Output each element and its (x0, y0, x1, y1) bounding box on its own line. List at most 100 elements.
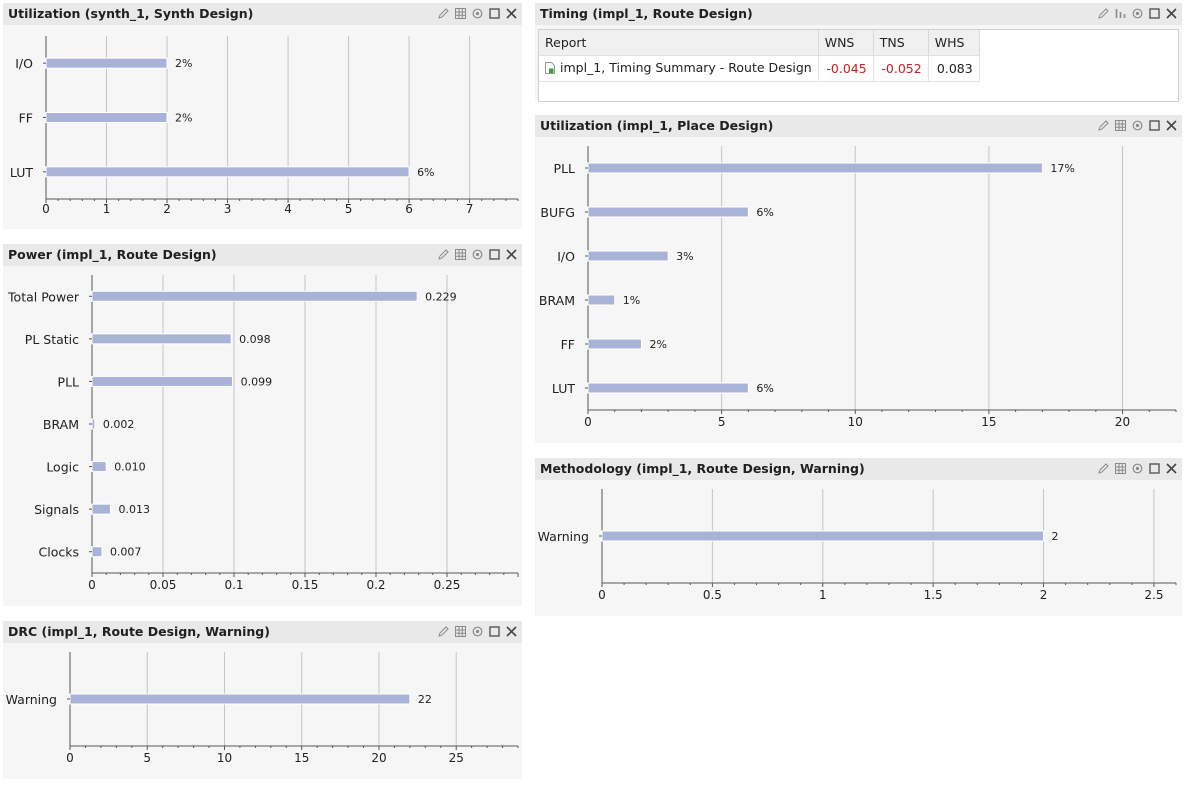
report-file-icon (545, 62, 555, 77)
column-header-tns[interactable]: TNS (873, 30, 929, 56)
x-tick-label: 0.05 (150, 578, 177, 592)
bar-value-label: 6% (417, 166, 434, 179)
maximize-icon[interactable] (487, 624, 501, 639)
maximize-icon[interactable] (1147, 461, 1161, 476)
x-tick-label: 2 (1040, 588, 1048, 602)
x-tick-label: 15 (981, 415, 996, 429)
panel-toolbar (436, 247, 518, 262)
grid-icon[interactable] (1113, 461, 1127, 476)
gear-icon[interactable] (470, 6, 484, 21)
bar-value-label: 6% (756, 382, 773, 395)
x-tick-label: 0.15 (292, 578, 319, 592)
maximize-icon[interactable] (487, 6, 501, 21)
pencil-icon[interactable] (436, 624, 450, 639)
x-tick-label: 0.2 (366, 578, 385, 592)
gear-icon[interactable] (1130, 118, 1144, 133)
bar (45, 57, 168, 69)
panel-title: Utilization (synth_1, Synth Design) (8, 6, 254, 21)
x-tick-label: 10 (848, 415, 863, 429)
gear-icon[interactable] (470, 247, 484, 262)
close-icon[interactable] (1164, 118, 1178, 133)
bar (587, 250, 669, 262)
power-panel: Power (impl_1, Route Design) 0 0.05 0.1 0.1… (3, 244, 522, 606)
methodology-chart: 0 0.5 1 1.5 2 2.5 2 Warning (538, 489, 1177, 602)
table-header-row: Report WNS TNS WHS (539, 30, 980, 56)
x-tick-label: 0 (66, 751, 74, 765)
x-tick-label: 5 (143, 751, 151, 765)
tns-value: -0.052 (873, 55, 929, 82)
bar (587, 382, 749, 394)
bar (587, 206, 749, 218)
maximize-icon[interactable] (1147, 6, 1161, 21)
bar-value-label: 2% (175, 57, 192, 70)
util-synth-chart: 0 1 2 3 4 5 6 7 2% I/O 2% FF 6% LUT (10, 36, 519, 216)
close-icon[interactable] (504, 247, 518, 262)
timing-panel: Timing (impl_1, Route Design) Report WNS… (535, 3, 1182, 102)
panel-header: Utilization (impl_1, Place Design) (535, 115, 1182, 137)
close-icon[interactable] (504, 6, 518, 21)
bar-value-label: 0.013 (118, 503, 149, 516)
maximize-icon[interactable] (1147, 118, 1161, 133)
category-label: PLL (58, 374, 80, 389)
pencil-icon[interactable] (436, 6, 450, 21)
bar-value-label: 17% (1050, 162, 1074, 175)
category-label: Logic (46, 460, 79, 475)
column-header-wns[interactable]: WNS (818, 30, 874, 56)
category-label: LUT (10, 165, 33, 180)
x-tick-label: 3 (224, 202, 232, 216)
bar-value-label: 2% (649, 338, 666, 351)
bar (587, 294, 616, 306)
x-tick-label: 7 (466, 202, 474, 216)
bar-value-label: 3% (676, 250, 693, 263)
panel-title: Methodology (impl_1, Route Design, Warni… (540, 461, 865, 476)
gear-icon[interactable] (1130, 461, 1144, 476)
x-tick-label: 4 (284, 202, 292, 216)
report-cell[interactable]: impl_1, Timing Summary - Route Design (539, 55, 819, 82)
panel-toolbar (436, 624, 518, 639)
bar-chart-icon[interactable] (1113, 6, 1127, 21)
category-label: Warning (6, 692, 57, 707)
bar (91, 290, 418, 302)
panel-title: Power (impl_1, Route Design) (8, 247, 217, 262)
bar-value-label: 0.099 (241, 375, 273, 388)
x-tick-label: 0 (584, 415, 592, 429)
grid-icon[interactable] (1113, 118, 1127, 133)
report-name: impl_1, Timing Summary - Route Design (560, 60, 812, 75)
pencil-icon[interactable] (436, 247, 450, 262)
util-place-chart: 0 5 10 15 20 17% PLL 6% BUFG 3% I/O 1% BRAM 2% FF 6% LUT (539, 146, 1177, 429)
grid-icon[interactable] (453, 624, 467, 639)
bar (45, 112, 168, 123)
panel-toolbar (1096, 118, 1178, 133)
grid-icon[interactable] (453, 6, 467, 21)
x-tick-label: 15 (294, 751, 309, 765)
grid-icon[interactable] (453, 247, 467, 262)
bar (91, 461, 107, 473)
pencil-icon[interactable] (1096, 6, 1110, 21)
bar (45, 166, 410, 178)
x-tick-label: 0 (598, 588, 606, 602)
util-place-panel: Utilization (impl_1, Place Design) 0 5 10 1… (535, 115, 1182, 443)
maximize-icon[interactable] (487, 247, 501, 262)
bar-value-label: 0.002 (103, 418, 135, 431)
x-tick-label: 5 (718, 415, 726, 429)
bar-value-label: 0.098 (239, 333, 271, 346)
bar (587, 162, 1043, 174)
x-tick-label: 6 (405, 202, 413, 216)
x-tick-label: 0.25 (434, 578, 461, 592)
pencil-icon[interactable] (1096, 461, 1110, 476)
timing-table: Report WNS TNS WHS impl_1, Timing Summar… (538, 29, 1179, 102)
gear-icon[interactable] (1130, 6, 1144, 21)
x-tick-label: 2 (163, 202, 171, 216)
close-icon[interactable] (1164, 6, 1178, 21)
bar-value-label: 2% (175, 112, 192, 125)
bar (91, 418, 96, 430)
gear-icon[interactable] (470, 624, 484, 639)
close-icon[interactable] (1164, 461, 1178, 476)
bar (91, 503, 111, 515)
close-icon[interactable] (504, 624, 518, 639)
column-header-report[interactable]: Report (539, 30, 819, 56)
x-tick-label: 1 (103, 202, 111, 216)
pencil-icon[interactable] (1096, 118, 1110, 133)
table-row[interactable]: impl_1, Timing Summary - Route Design -0… (539, 55, 980, 82)
column-header-whs[interactable]: WHS (928, 30, 980, 56)
